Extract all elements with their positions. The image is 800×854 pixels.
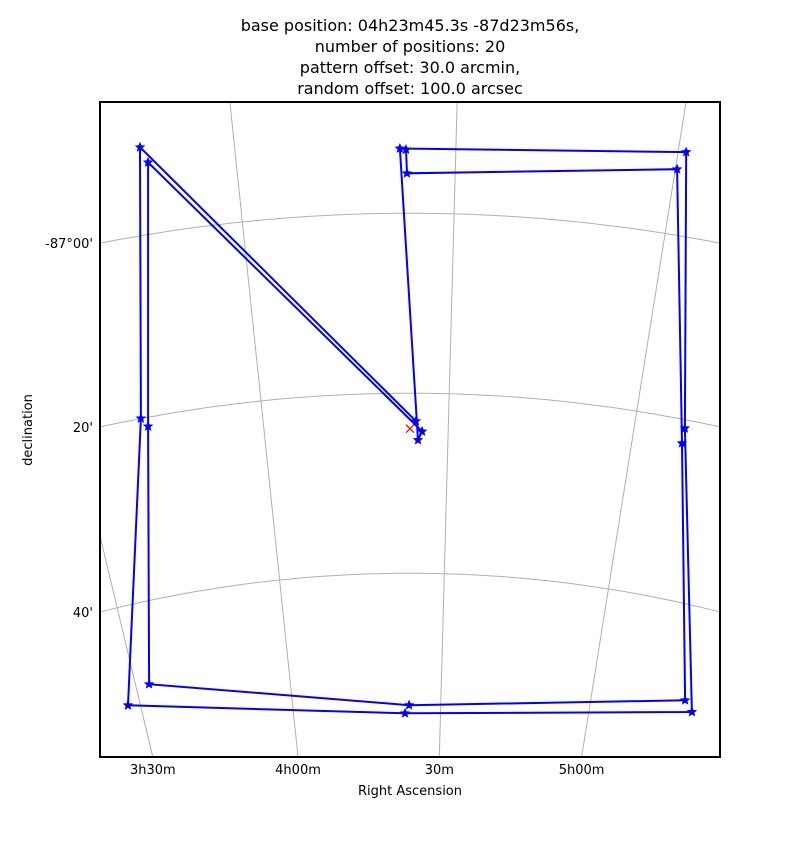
y-tick-label: -87°00' xyxy=(45,237,93,252)
point-marker xyxy=(671,163,683,174)
point-marker xyxy=(135,412,147,423)
point-marker xyxy=(400,143,412,155)
x-tick-label: 4h00m xyxy=(275,763,321,778)
point-marker xyxy=(394,142,406,153)
grid-line xyxy=(100,572,720,613)
x-tick-label: 5h00m xyxy=(559,763,605,778)
plot-frame xyxy=(99,101,721,758)
point-marker xyxy=(676,437,688,448)
plot-area xyxy=(122,141,698,718)
point-marker xyxy=(401,167,413,178)
grid-line xyxy=(229,102,299,757)
point-marker xyxy=(679,422,691,433)
chart-title: number of positions: 20 xyxy=(315,37,506,56)
grid-line xyxy=(100,533,154,757)
y-axis-label: declination xyxy=(21,394,36,466)
point-marker xyxy=(399,707,411,718)
grid-line xyxy=(100,212,720,244)
point-marker xyxy=(412,434,424,445)
point-marker xyxy=(403,699,415,710)
point-marker xyxy=(680,146,692,157)
grid-line xyxy=(100,392,720,428)
point-marker xyxy=(143,678,155,689)
chart-title: random offset: 100.0 arcsec xyxy=(297,79,523,98)
data-line xyxy=(126,144,693,715)
y-tick-label: 20' xyxy=(73,421,93,436)
base-marker xyxy=(405,424,415,434)
point-marker xyxy=(679,694,691,705)
y-tick-label: 40' xyxy=(73,606,93,621)
point-marker xyxy=(122,699,134,710)
point-marker xyxy=(416,425,428,436)
point-marker xyxy=(142,156,154,167)
x-tick-label: 3h30m xyxy=(130,763,176,778)
chart-title: base position: 04h23m45.3s -87d23m56s, xyxy=(241,16,580,35)
point-marker xyxy=(686,706,698,717)
point-marker xyxy=(410,415,422,426)
point-marker xyxy=(134,141,146,152)
grid-line xyxy=(438,102,458,757)
x-axis-label: Right Ascension xyxy=(358,784,462,799)
chart-title: pattern offset: 30.0 arcmin, xyxy=(300,58,520,77)
x-tick-label: 30m xyxy=(425,763,454,778)
point-marker xyxy=(142,420,154,431)
